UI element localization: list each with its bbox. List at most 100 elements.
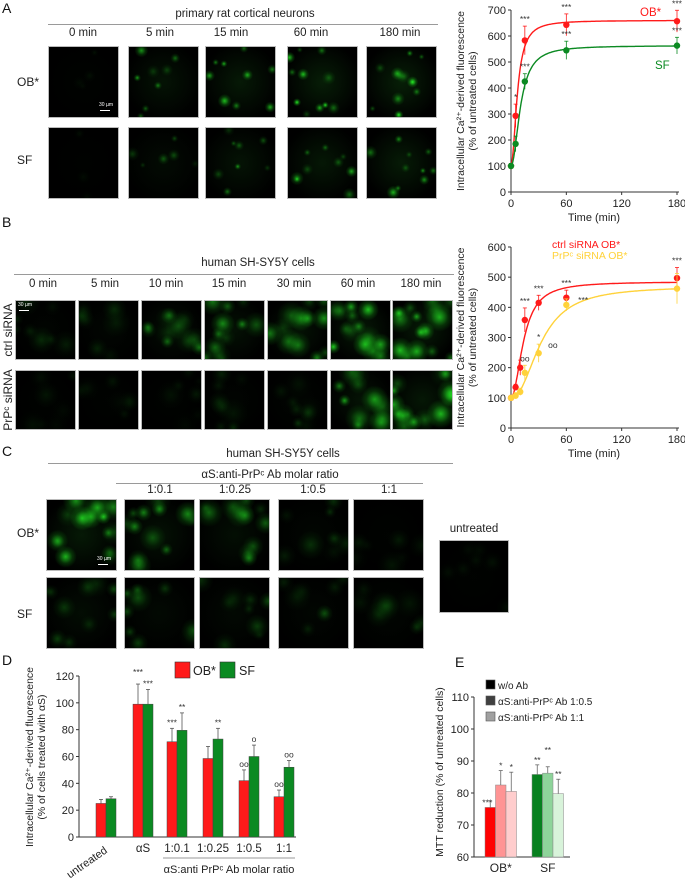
significance-mark: *** bbox=[143, 678, 154, 688]
category-label: 1:1 bbox=[276, 843, 292, 855]
significance-mark: * bbox=[499, 761, 503, 771]
scale-bar-label: 30 µm bbox=[18, 302, 32, 308]
panel-c-title-rule bbox=[48, 463, 453, 464]
micrograph-tile bbox=[48, 127, 119, 199]
micrograph-tile bbox=[353, 499, 424, 571]
time-label: 30 min bbox=[276, 278, 312, 290]
bar bbox=[495, 784, 507, 858]
legend-swatch bbox=[485, 679, 496, 690]
data-point bbox=[673, 17, 681, 25]
data-point bbox=[521, 78, 529, 85]
data-point bbox=[535, 299, 542, 307]
x-tick-label: 0 bbox=[508, 434, 514, 446]
group-label: αS:anti PrPᶜ Ab molar ratio bbox=[164, 864, 295, 876]
y-tick-label: 0 bbox=[500, 423, 506, 435]
legend-label: αS:anti-PrPᶜ Ab 1:1 bbox=[498, 713, 584, 724]
time-label: 60 min bbox=[340, 278, 376, 290]
significance-mark: oo bbox=[520, 353, 530, 363]
x-axis-label: Time (min) bbox=[568, 448, 620, 460]
y-axis-label: (% of cells treated with αS) bbox=[36, 694, 48, 819]
bar-ob bbox=[202, 758, 214, 838]
legend-swatch bbox=[485, 695, 496, 706]
micrograph-tile bbox=[205, 46, 276, 118]
significance-mark: ** bbox=[179, 702, 186, 712]
x-tick-label: 120 bbox=[612, 434, 630, 446]
significance-mark: oo bbox=[284, 750, 294, 760]
micrograph-tile bbox=[439, 540, 509, 613]
bar bbox=[542, 772, 554, 858]
data-point bbox=[512, 384, 519, 391]
significance-mark: *** bbox=[561, 278, 572, 288]
significance-mark: oo bbox=[239, 759, 249, 769]
bar-sf bbox=[212, 738, 224, 838]
y-tick-label: 60 bbox=[62, 752, 74, 764]
data-point bbox=[507, 162, 515, 170]
y-tick-label: 200 bbox=[488, 135, 506, 147]
x-axis-label: Time (min) bbox=[568, 212, 620, 224]
y-tick-label: 90 bbox=[457, 756, 469, 768]
fit-curve-1 bbox=[510, 45, 677, 167]
legend-swatch bbox=[485, 711, 496, 722]
significance-mark: *** bbox=[561, 29, 572, 39]
scale-bar-label: 30 µm bbox=[97, 556, 111, 562]
significance-mark: *** bbox=[520, 14, 531, 24]
time-label: 180 min bbox=[400, 278, 442, 290]
bar-ob bbox=[273, 796, 285, 838]
fit-curve-0 bbox=[510, 19, 677, 167]
time-label: 5 min bbox=[90, 278, 120, 290]
data-point bbox=[673, 42, 681, 49]
x-tick-label: 180 bbox=[668, 198, 685, 210]
panel-a-title: primary rat cortical neurons bbox=[175, 8, 315, 20]
data-point bbox=[535, 349, 542, 357]
legend-label: OB* bbox=[193, 664, 216, 678]
legend-swatch-ob bbox=[174, 661, 191, 679]
bar-ob bbox=[95, 803, 107, 838]
scale-bar bbox=[98, 564, 108, 565]
scale-bar-label: 30 µm bbox=[99, 102, 113, 108]
y-tick-label: 80 bbox=[457, 788, 469, 800]
significance-mark: ** bbox=[534, 755, 541, 765]
data-point bbox=[673, 285, 681, 292]
micrograph-tile bbox=[205, 127, 276, 199]
category-label: 1:0.5 bbox=[236, 843, 262, 855]
panel-c-subtitle-rule bbox=[116, 483, 423, 484]
data-point bbox=[521, 37, 529, 44]
data-point bbox=[512, 392, 519, 399]
panel-label-c: C bbox=[2, 443, 13, 459]
data-point bbox=[517, 364, 524, 371]
data-point bbox=[521, 369, 529, 376]
row-label-ob: OB* bbox=[17, 75, 40, 89]
significance-mark: oo bbox=[274, 779, 284, 789]
bar-sf bbox=[176, 730, 188, 838]
row-label-ob: OB* bbox=[17, 526, 40, 540]
y-tick-label: 300 bbox=[488, 333, 506, 345]
time-label: 0 min bbox=[68, 27, 98, 39]
y-tick-label: 80 bbox=[62, 725, 74, 737]
category-label: OB* bbox=[490, 861, 512, 875]
micrograph-tile bbox=[392, 300, 453, 360]
ratio-label: 1:1 bbox=[381, 484, 397, 496]
micrograph-tile bbox=[78, 370, 139, 430]
panel-label-b: B bbox=[2, 214, 12, 230]
micrograph-tile bbox=[204, 370, 265, 430]
fit-curve-0 bbox=[510, 281, 677, 399]
time-label: 10 min bbox=[148, 278, 184, 290]
micrograph-tile bbox=[128, 46, 199, 118]
micrograph-tile bbox=[124, 499, 195, 571]
x-tick-label: 60 bbox=[560, 198, 572, 210]
micrograph-tile bbox=[330, 370, 391, 430]
bar bbox=[484, 807, 496, 858]
scale-bar bbox=[19, 310, 29, 311]
panel-c-subtitle: αS:anti-PrPᶜ Ab molar ratio bbox=[201, 469, 339, 481]
micrograph-tile bbox=[366, 46, 437, 118]
x-tick-label: 120 bbox=[612, 198, 630, 210]
micrograph-tile bbox=[287, 127, 358, 199]
significance-mark: * bbox=[514, 92, 518, 102]
micrograph-tile bbox=[128, 127, 199, 199]
category-label: 1:0.25 bbox=[197, 843, 229, 855]
significance-mark: ** bbox=[544, 745, 551, 755]
micrograph-tile bbox=[15, 370, 76, 430]
y-axis-label: Intracellular Ca²⁺-derived fluorescence bbox=[455, 11, 467, 191]
